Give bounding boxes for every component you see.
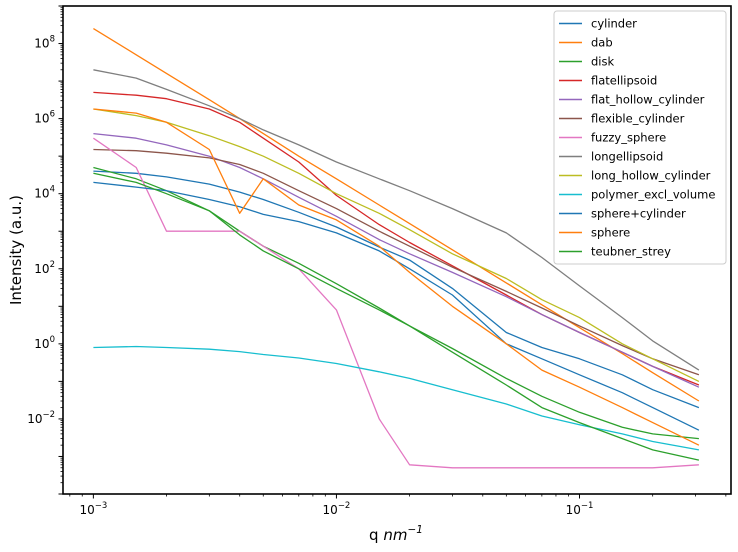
legend-label: flat_hollow_cylinder — [591, 93, 705, 107]
legend-label: long_hollow_cylinder — [591, 169, 711, 183]
series-line-sphere — [93, 108, 700, 446]
x-axis-label-q: q — [369, 526, 379, 544]
x-axis-label: q nm−1 — [369, 524, 423, 544]
y-tick-label: 106 — [34, 110, 55, 126]
series-line-sphere-cylinder — [93, 181, 700, 431]
x-tick-label: 10−1 — [566, 501, 594, 517]
plot-frame — [62, 5, 732, 495]
y-tick-label: 108 — [34, 35, 55, 51]
legend-label: sphere — [591, 226, 630, 240]
legend-label: sphere+cylinder — [591, 207, 686, 221]
series-line-long-hollow-cylinder — [93, 108, 700, 382]
legend-label: dab — [591, 36, 613, 50]
legend: cylinder dab disk flatellipsoid flat_hollow_… — [553, 10, 727, 265]
legend-label: teubner_strey — [591, 245, 671, 259]
series-line-flat-hollow-cylinder — [93, 132, 700, 388]
legend-label: flexible_cylinder — [591, 112, 685, 126]
y-axis-label: Intensity (a.u.) — [7, 195, 25, 305]
legend-label: cylinder — [591, 17, 637, 31]
series-line-flexible-cylinder — [93, 148, 700, 376]
series-line-longellipsoid — [93, 69, 700, 371]
y-tick-label: 104 — [34, 185, 55, 201]
legend-label: longellipsoid — [591, 150, 663, 164]
y-tick-label: 100 — [34, 335, 55, 351]
legend-box — [553, 10, 727, 265]
series-line-fuzzy-sphere — [93, 137, 699, 469]
legend-label: polymer_excl_volume — [591, 188, 715, 202]
series-line-disk — [93, 166, 699, 440]
legend-label: flatellipsoid — [591, 74, 657, 88]
x-axis-label-unit: nm — [383, 526, 407, 544]
x-axis-ticks: 10−3 10−2 10−1 — [69, 494, 727, 517]
series-line-dab — [93, 28, 700, 402]
x-tick-label: 10−3 — [79, 501, 107, 517]
y-tick-label: 10−2 — [27, 410, 55, 426]
series-line-teubner-strey — [93, 172, 700, 461]
y-axis-ticks: 10−2 100 102 104 106 108 — [27, 5, 63, 495]
x-axis-label-unit-exp: −1 — [407, 524, 422, 536]
x-tick-label: 10−2 — [323, 501, 351, 517]
legend-label: disk — [591, 55, 614, 69]
y-tick-label: 102 — [34, 260, 55, 276]
legend-label: fuzzy_sphere — [591, 131, 666, 145]
series-layer — [93, 28, 700, 469]
